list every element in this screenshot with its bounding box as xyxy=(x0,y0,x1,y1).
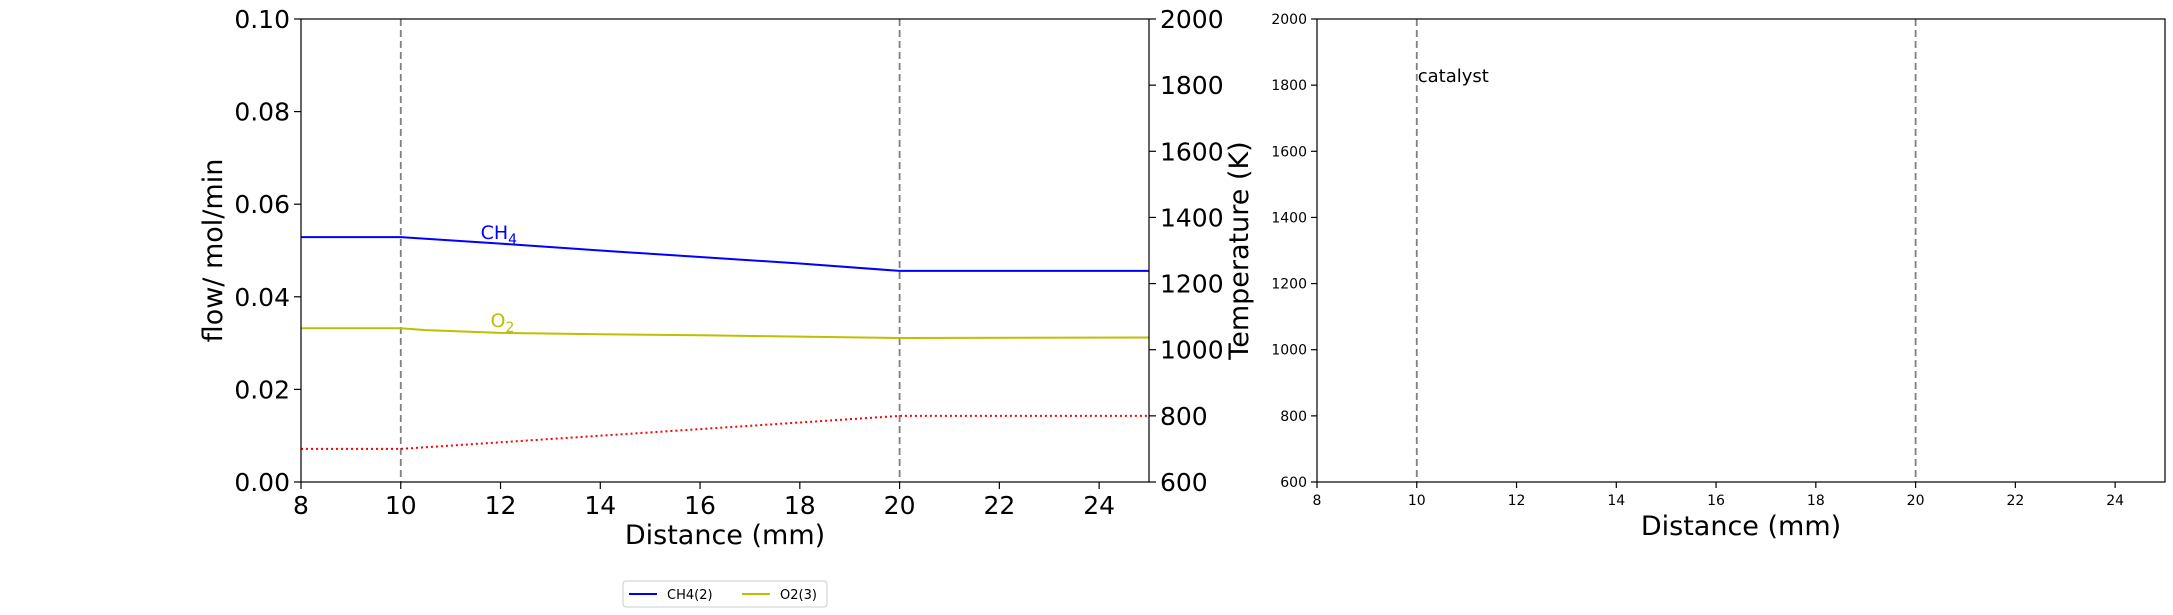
left-y2-axis-label: Temperature (K) xyxy=(1224,141,1255,360)
y-tick-label: 800 xyxy=(1280,409,1307,425)
right-x-axis-label: Distance (mm) xyxy=(1641,511,1841,542)
x-tick-label: 10 xyxy=(1408,493,1426,509)
series-line-ch4-2- xyxy=(301,236,1149,272)
y2-tick-label: 1600 xyxy=(1160,137,1224,166)
y-tick-label: 600 xyxy=(1280,475,1307,491)
legend-entry-label: CH4(2) xyxy=(667,588,713,603)
left-chart-panel: 8 10 12 14 16 18 20 22 24 0.00 0.02 0.04 0.06 0.08 0.… xyxy=(198,5,1255,551)
y-tick-label: 0.04 xyxy=(234,283,290,312)
y-tick-label: 0.00 xyxy=(234,468,290,497)
x-tick-label: 12 xyxy=(1508,493,1526,509)
y2-tick-label: 600 xyxy=(1160,468,1208,497)
y2-tick-label: 1400 xyxy=(1160,203,1224,232)
y2-tick-label: 1800 xyxy=(1160,71,1224,100)
right-chart-panel: 8 10 12 14 16 18 20 22 24 600 800 1000 1200 1400 1600… xyxy=(1271,12,2166,542)
y-tick-label: 1000 xyxy=(1271,343,1307,359)
x-tick-label: 16 xyxy=(684,491,716,520)
y-tick-label: 0.02 xyxy=(234,375,290,404)
x-tick-label: 16 xyxy=(1707,493,1725,509)
y-tick-label: 1200 xyxy=(1271,277,1307,293)
x-tick-label: 18 xyxy=(1807,493,1825,509)
series-line-temperature xyxy=(301,414,1149,450)
x-tick-label: 14 xyxy=(584,491,616,520)
legend-entry-label: O2(3) xyxy=(780,588,817,603)
y-tick-label: 1800 xyxy=(1271,78,1307,94)
x-tick-label: 8 xyxy=(293,491,309,520)
legend: CH4(2) O2(3) xyxy=(622,580,828,608)
x-tick-label: 12 xyxy=(485,491,517,520)
x-tick-label: 24 xyxy=(1083,491,1115,520)
y2-tick-label: 800 xyxy=(1160,402,1208,431)
y-tick-label: 1400 xyxy=(1271,210,1307,226)
y2-tick-label: 2000 xyxy=(1160,5,1224,34)
x-tick-label: 24 xyxy=(2106,493,2124,509)
x-tick-label: 18 xyxy=(784,491,816,520)
left-x-axis-label: Distance (mm) xyxy=(625,520,825,551)
y-tick-label: 0.08 xyxy=(234,98,290,127)
right-plot-frame xyxy=(1316,18,2166,483)
left-y-axis-label: flow/ mol/min xyxy=(198,159,229,343)
x-tick-label: 22 xyxy=(2006,493,2024,509)
left-plot-frame xyxy=(300,18,1150,483)
y-tick-label: 0.06 xyxy=(234,190,290,219)
series-line-o2-3- xyxy=(301,327,1150,340)
x-tick-label: 20 xyxy=(1907,493,1925,509)
x-tick-label: 22 xyxy=(983,491,1015,520)
y-tick-label: 2000 xyxy=(1271,12,1307,28)
legend-frame xyxy=(622,580,828,608)
x-tick-label: 8 xyxy=(1313,493,1322,509)
y2-tick-label: 1000 xyxy=(1160,336,1224,365)
y-tick-label: 1600 xyxy=(1271,144,1307,160)
catalyst-annotation: catalyst xyxy=(1418,66,1489,87)
y2-tick-label: 1200 xyxy=(1160,270,1224,299)
x-tick-label: 14 xyxy=(1607,493,1625,509)
x-tick-label: 20 xyxy=(884,491,916,520)
y-tick-label: 0.10 xyxy=(234,5,290,34)
x-tick-label: 10 xyxy=(385,491,417,520)
